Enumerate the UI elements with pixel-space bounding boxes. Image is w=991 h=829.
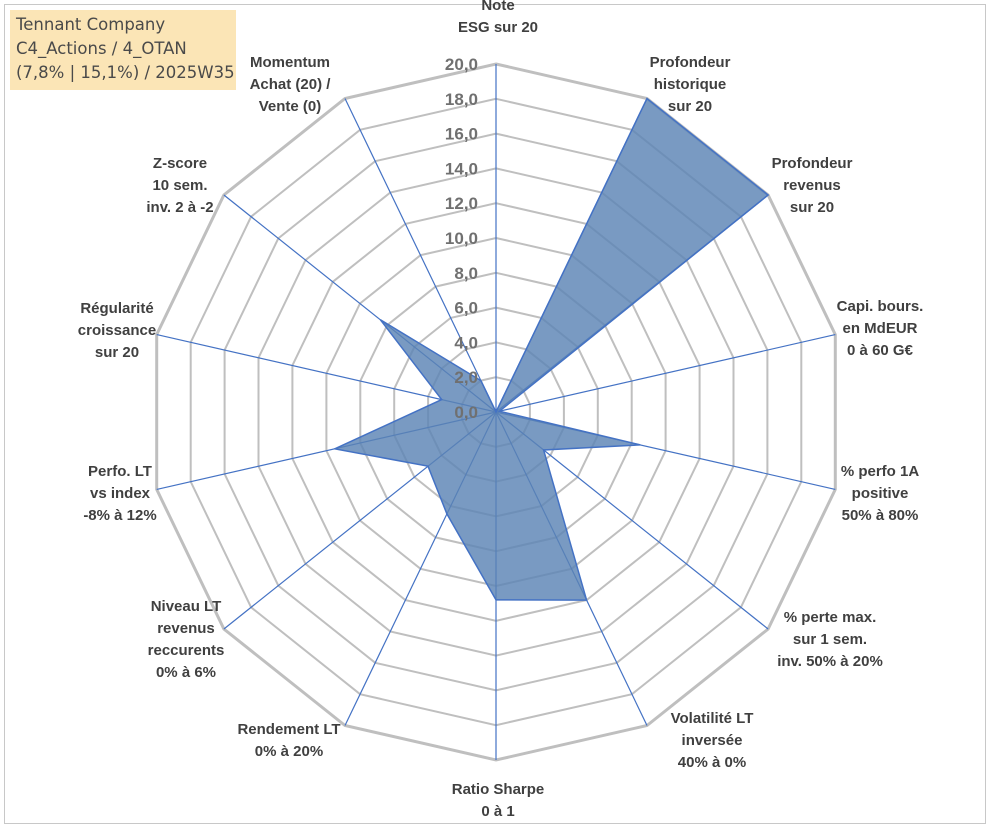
axis-label-4: Capi. bours. en MdEUR 0 à 60 G€ — [837, 298, 924, 359]
radial-tick-labels: 0,0 2,0 4,0 6,0 8,0 10,0 12,0 14,0 16,0 18,0 20,0 — [445, 55, 478, 422]
title-box: Tennant Company C4_Actions / 4_OTAN (7,8… — [10, 10, 236, 90]
tick-label: 18,0 — [445, 90, 478, 109]
axis-label-3: Profondeur revenus sur 20 — [772, 155, 853, 216]
axis-labels: Note ESG sur 20 Profondeur historique sur 20… — [78, 0, 924, 820]
radar-series — [332, 97, 770, 601]
axis-spoke-12 — [156, 334, 497, 413]
tick-label: 12,0 — [445, 194, 478, 213]
axis-label-5: % perfo 1A positive 50% à 80% — [841, 463, 920, 524]
axis-label-9: Rendement LT 0% à 20% — [237, 721, 340, 760]
axis-label-13: Z-score 10 sem. inv. 2 à -2 — [146, 155, 213, 216]
tick-label: 14,0 — [445, 159, 478, 178]
axis-label-7: Volatilité LT inversée 40% à 0% — [671, 710, 754, 771]
title-line-stats: (7,8% | 15,1%) / 2025W35 — [16, 63, 235, 82]
axis-label-12: Régularité croissance sur 20 — [78, 300, 156, 361]
tick-label: 16,0 — [445, 125, 478, 144]
tick-label: 8,0 — [454, 264, 478, 283]
tick-label: 2,0 — [454, 368, 478, 387]
axis-label-6: % perte max. sur 1 sem. inv. 50% à 20% — [777, 609, 883, 670]
axis-label-2: Profondeur historique sur 20 — [650, 54, 731, 115]
axis-label-11: Perfo. LT vs index -8% à 12% — [83, 463, 156, 524]
tick-label: 20,0 — [445, 55, 478, 74]
tick-label: 6,0 — [454, 299, 478, 318]
axis-label-8: Ratio Sharpe 0 à 1 — [452, 781, 545, 820]
tick-label: 10,0 — [445, 229, 478, 248]
tick-label: 4,0 — [454, 333, 478, 352]
axis-label-14: Momentum Achat (20) / Vente (0) — [250, 54, 332, 115]
axis-label-10: Niveau LT revenus reccurents 0% à 6% — [148, 598, 225, 681]
title-line-category: C4_Actions / 4_OTAN — [16, 39, 187, 58]
axis-spoke-14 — [344, 98, 497, 413]
tick-label: 0,0 — [454, 403, 478, 422]
title-line-company: Tennant Company — [16, 15, 166, 34]
series-area — [332, 97, 770, 601]
axis-spoke-4 — [495, 334, 836, 413]
axis-label-1: Note ESG sur 20 — [458, 0, 538, 36]
